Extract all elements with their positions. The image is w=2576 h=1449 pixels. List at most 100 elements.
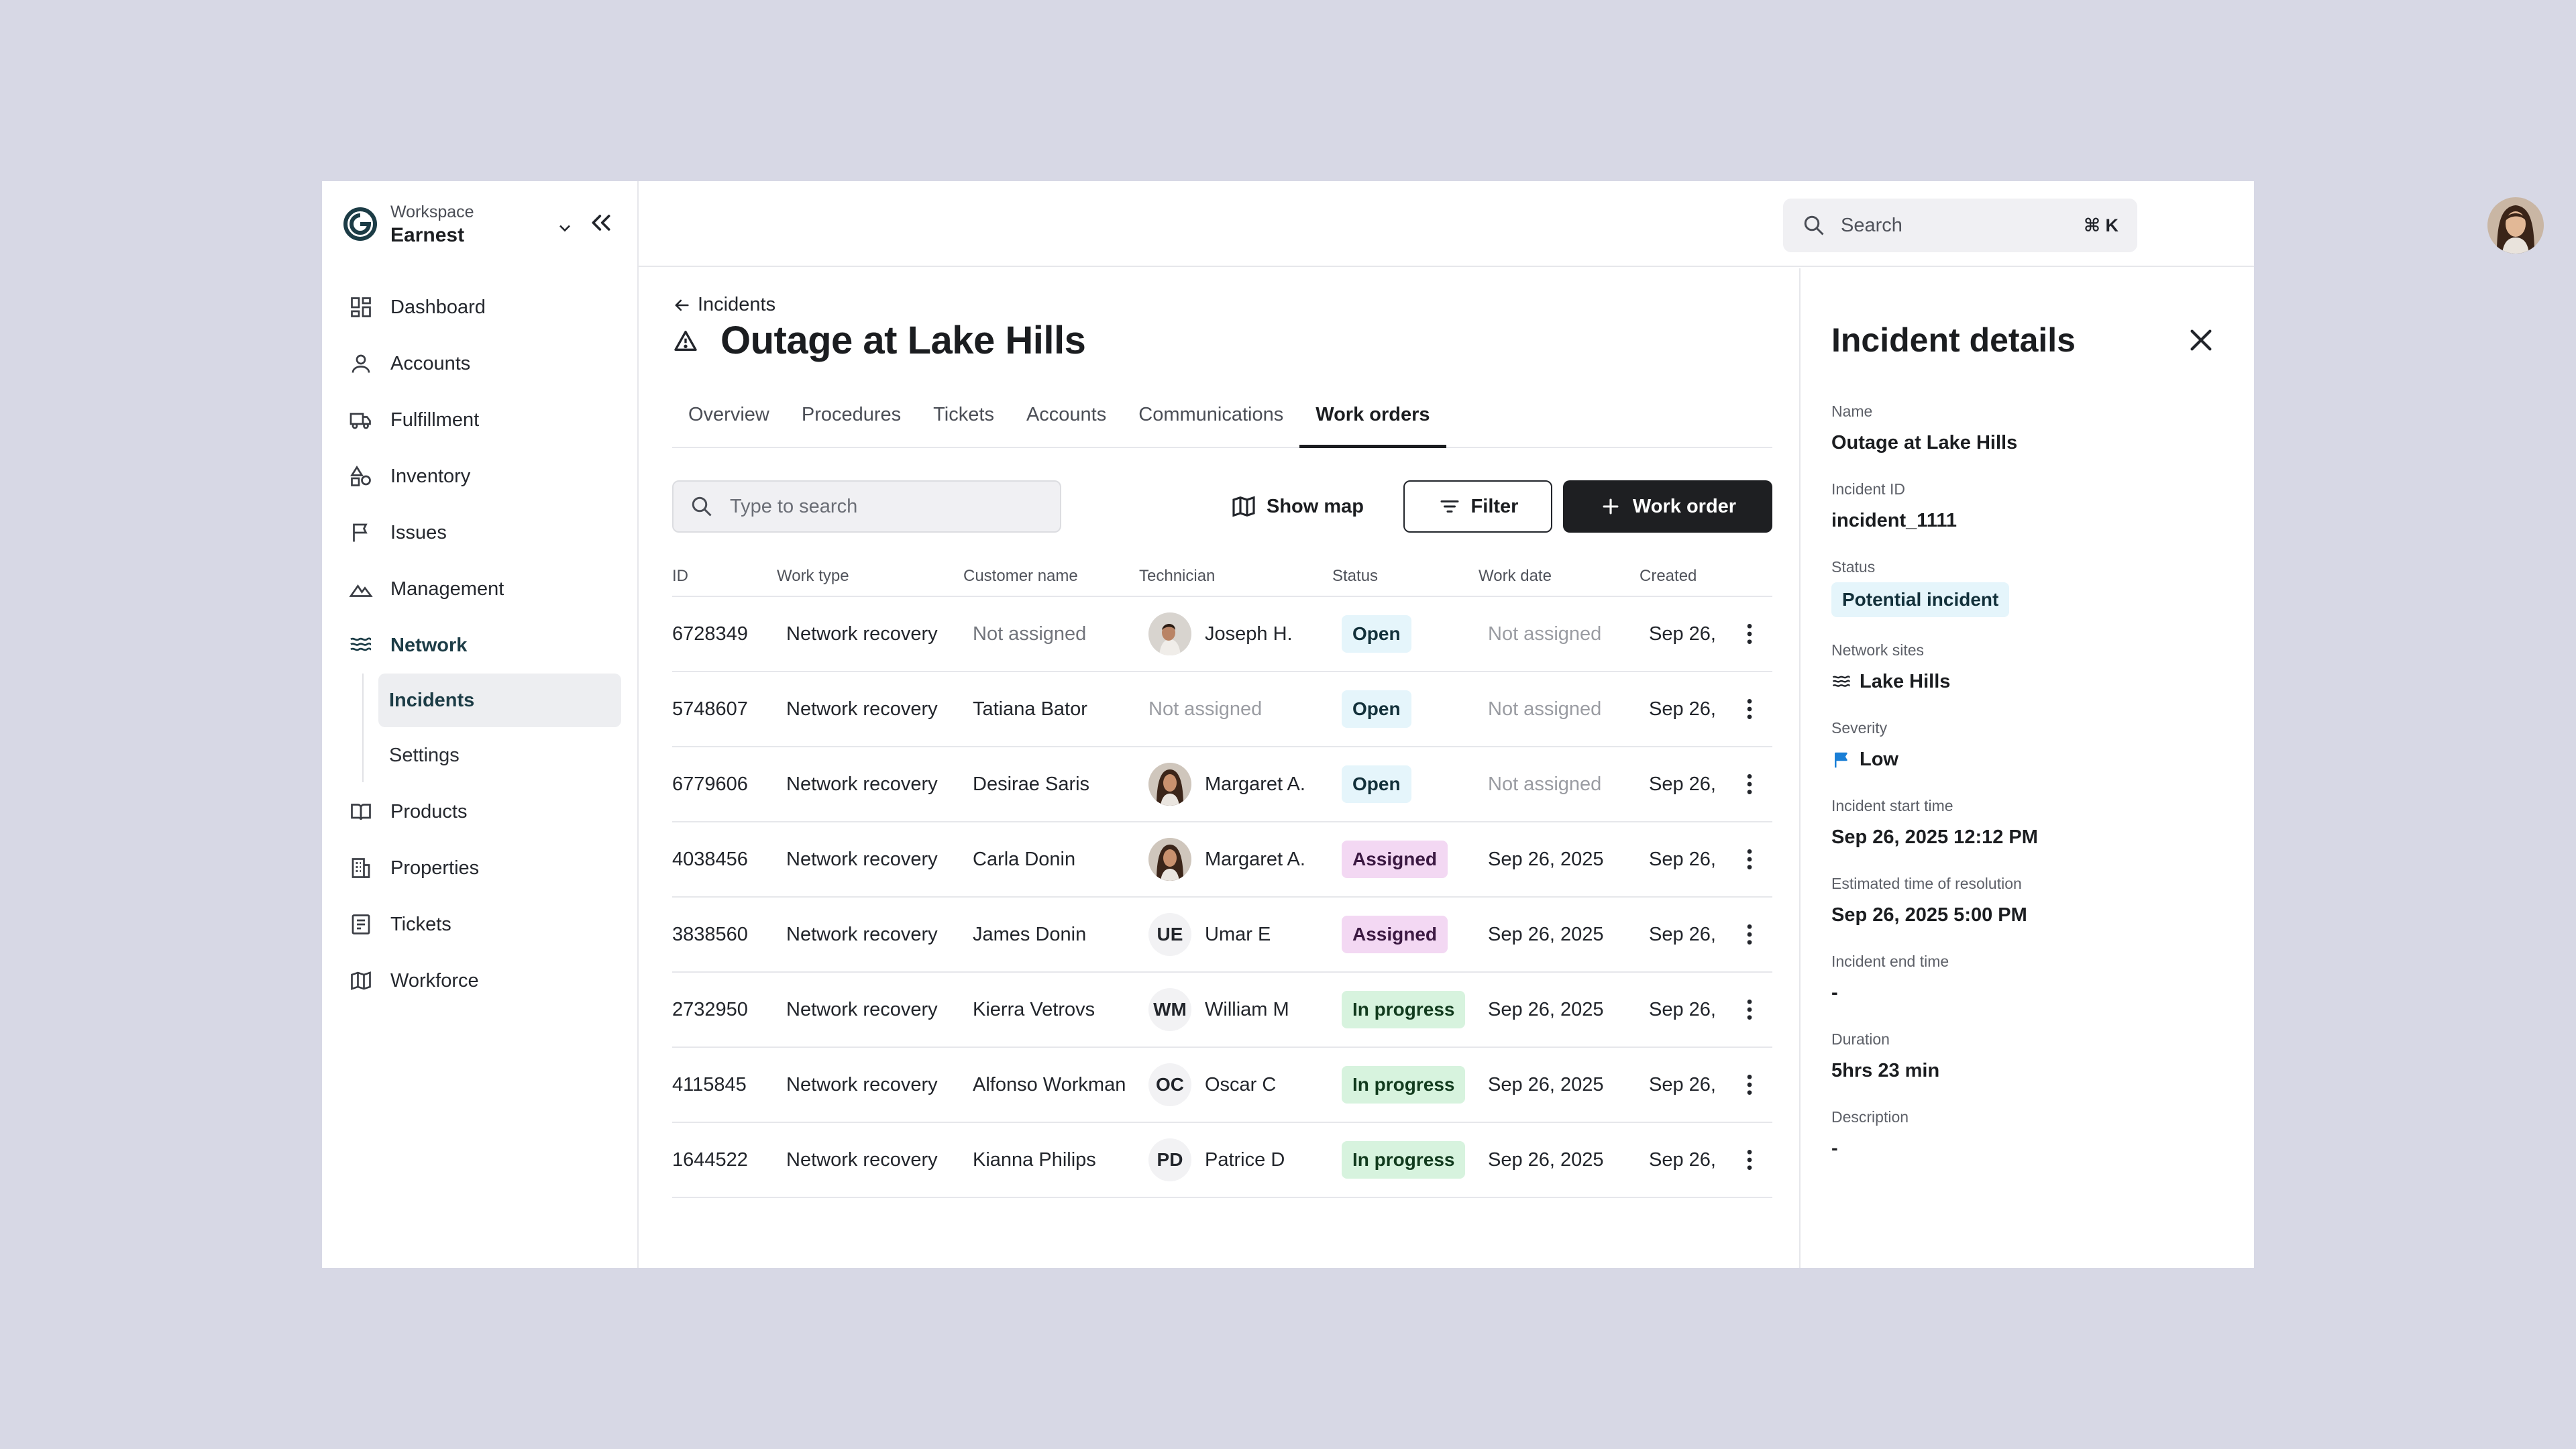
sidebar-item-workforce[interactable]: Workforce (322, 953, 637, 1009)
field-label: Incident ID (1831, 480, 1905, 498)
status-badge: Open (1342, 690, 1411, 728)
search-icon (692, 496, 712, 517)
row-actions-button[interactable] (1727, 1071, 1772, 1098)
field-value[interactable]: Lake Hills (1860, 671, 1951, 692)
cell-work-date: Sep 26, 2025 (1488, 848, 1604, 870)
workspace-switcher[interactable]: Workspace Earnest (342, 197, 624, 251)
warning-triangle-icon (674, 330, 697, 351)
cell-id: 2732950 (672, 998, 748, 1020)
column-header-technician[interactable]: Technician (1139, 567, 1216, 585)
sidebar-item-products[interactable]: Products (322, 784, 637, 840)
table-row[interactable]: 3838560 Network recovery James Donin UE … (672, 898, 1772, 973)
sidebar-item-settings[interactable]: Settings (378, 729, 621, 782)
sidebar-item-management[interactable]: Management (322, 561, 637, 617)
user-avatar[interactable] (2487, 197, 2544, 254)
back-link[interactable]: Incidents (672, 294, 775, 316)
tab-tickets[interactable]: Tickets (933, 403, 994, 425)
cell-id: 5748607 (672, 698, 748, 720)
technician-name: Margaret A. (1205, 848, 1305, 870)
field-value: Sep 26, 2025 12:12 PM (1831, 826, 2038, 848)
technician-initials-avatar: UE (1148, 913, 1191, 956)
cell-created: Sep 26, (1649, 773, 1716, 795)
cell-id: 4038456 (672, 848, 748, 870)
cell-id: 4115845 (672, 1073, 747, 1095)
column-header-work-type[interactable]: Work type (777, 567, 849, 585)
table-row[interactable]: 6728349 Network recovery Not assigned Jo… (672, 597, 1772, 672)
status-badge: Potential incident (1831, 582, 2010, 617)
sidebar-item-properties[interactable]: Properties (322, 840, 637, 896)
field-label: Description (1831, 1108, 1909, 1126)
cell-work-date: Sep 26, 2025 (1488, 1148, 1604, 1171)
field-end-time: Incident end time - (1831, 951, 2234, 1029)
cell-customer: Carla Donin (973, 848, 1076, 870)
field-severity: Severity Low (1831, 718, 2234, 796)
tab-communications[interactable]: Communications (1138, 403, 1284, 425)
column-header-created[interactable]: Created (1640, 567, 1697, 585)
table-row[interactable]: 1644522 Network recovery Kianna Philips … (672, 1123, 1772, 1198)
row-actions-button[interactable] (1727, 996, 1772, 1023)
sidebar-item-fulfillment[interactable]: Fulfillment (322, 392, 637, 448)
status-badge: In progress (1342, 1066, 1466, 1104)
cell-customer: Kianna Philips (973, 1148, 1096, 1171)
cell-status: Open (1332, 765, 1479, 803)
user-icon (352, 354, 370, 373)
column-header-work-date[interactable]: Work date (1479, 567, 1552, 585)
filter-label: Filter (1470, 495, 1519, 517)
tab-accounts[interactable]: Accounts (1026, 403, 1107, 425)
page-title: Outage at Lake Hills (720, 319, 1086, 362)
sidebar-item-dashboard[interactable]: Dashboard (322, 279, 637, 335)
show-map-button[interactable]: Show map (1230, 480, 1364, 533)
table-row[interactable]: 6779606 Network recovery Desirae Saris M… (672, 747, 1772, 822)
cell-created: Sep 26, (1649, 1073, 1716, 1095)
table-header-row: ID Work type Customer name Technician St… (672, 557, 1772, 597)
waves-icon (1832, 675, 1850, 687)
collapse-sidebar-icon[interactable] (588, 209, 614, 236)
filter-button[interactable]: Filter (1403, 480, 1552, 533)
close-icon[interactable] (2186, 325, 2216, 356)
cell-work-type: Network recovery (786, 923, 938, 945)
network-subnav: Incidents Settings (362, 674, 637, 782)
more-vertical-icon (1747, 1000, 1752, 1020)
row-actions-button[interactable] (1727, 921, 1772, 948)
add-work-order-label: Work order (1632, 495, 1737, 517)
add-work-order-button[interactable]: Work order (1563, 480, 1772, 533)
cell-work-type: Network recovery (786, 848, 938, 870)
field-duration: Duration 5hrs 23 min (1831, 1029, 2234, 1107)
table-search-input[interactable]: Type to search (672, 480, 1061, 533)
field-value: Low (1860, 749, 1898, 770)
table-row[interactable]: 4115845 Network recovery Alfonso Workman… (672, 1048, 1772, 1123)
tab-procedures[interactable]: Procedures (801, 403, 902, 425)
sidebar-item-tickets[interactable]: Tickets (322, 896, 637, 953)
sidebar-item-label: Products (390, 800, 468, 822)
tab-overview[interactable]: Overview (688, 403, 769, 425)
row-actions-button[interactable] (1727, 621, 1772, 647)
table-row[interactable]: 2732950 Network recovery Kierra Vetrovs … (672, 973, 1772, 1048)
map-icon (351, 971, 371, 990)
row-actions-button[interactable] (1727, 771, 1772, 798)
row-actions-button[interactable] (1727, 1146, 1772, 1173)
field-label: Severity (1831, 719, 1888, 737)
avatar-portrait-icon (2487, 197, 2544, 254)
tab-work-orders[interactable]: Work orders (1299, 382, 1446, 448)
table-row[interactable]: 5748607 Network recovery Tatiana Bator N… (672, 672, 1772, 747)
sidebar-item-incidents[interactable]: Incidents (378, 674, 621, 727)
row-actions-button[interactable] (1727, 696, 1772, 722)
column-header-customer[interactable]: Customer name (963, 567, 1078, 585)
sidebar-item-network[interactable]: Network (322, 617, 637, 674)
cell-status: Open (1332, 690, 1479, 728)
details-fields: Name Outage at Lake Hills Incident ID in… (1831, 401, 2234, 1185)
column-header-id[interactable]: ID (672, 567, 688, 585)
table-row[interactable]: 4038456 Network recovery Carla Donin Mar… (672, 822, 1772, 898)
sidebar-item-issues[interactable]: Issues (322, 504, 637, 561)
incident-details-panel: Incident details Name Outage at Lake Hil… (1799, 268, 2254, 1268)
column-header-status[interactable]: Status (1332, 567, 1379, 585)
cell-work-type: Network recovery (786, 623, 938, 645)
technician-name: William M (1205, 998, 1289, 1020)
sidebar-item-label: Incidents (389, 689, 475, 711)
cell-technician: PD Patrice D (1139, 1138, 1332, 1181)
sidebar-item-inventory[interactable]: Inventory (322, 448, 637, 504)
global-search[interactable]: Search ⌘ K (1783, 199, 2137, 252)
row-actions-button[interactable] (1727, 846, 1772, 873)
cell-work-date: Not assigned (1488, 623, 1602, 645)
sidebar-item-accounts[interactable]: Accounts (322, 335, 637, 392)
